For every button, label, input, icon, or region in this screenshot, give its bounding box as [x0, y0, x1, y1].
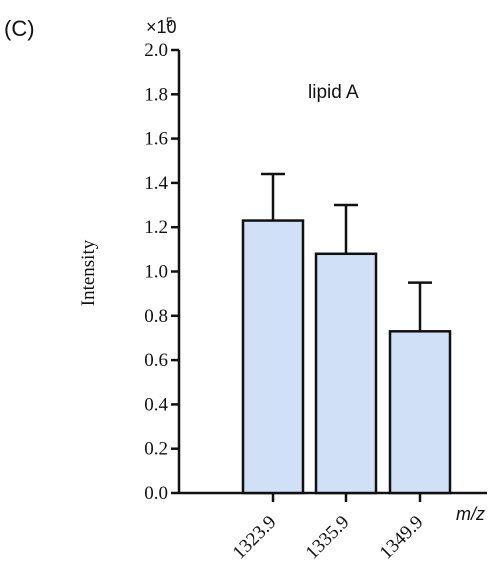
plot-area: 0.0 0.2 0.4 0.6 0.8 1.0 1.2 1.4 1.6 1.8 2.0 1323.9 1… — [144, 40, 487, 563]
y-axis-label: Intensity — [78, 239, 99, 306]
y-tick-label: 2.0 — [144, 40, 168, 61]
x-axis-label: m/z — [456, 504, 485, 524]
y-tick-label: 0.2 — [144, 439, 168, 460]
multiplier-label: ×10 — [146, 17, 177, 37]
y-tick-label: 0.6 — [144, 350, 168, 371]
y-tick-label: 1.6 — [144, 129, 168, 150]
chart-title: lipid A — [308, 82, 359, 103]
y-tick-label: 0.8 — [144, 306, 168, 327]
x-tick-label: 1335.9 — [302, 512, 354, 564]
bar — [314, 252, 378, 495]
y-tick-label: 1.0 — [144, 262, 168, 283]
x-tick-label: 1323.9 — [229, 512, 281, 564]
panel-label: (C) — [4, 16, 35, 41]
y-tick-label: 1.2 — [144, 217, 168, 238]
y-tick-label: 0.0 — [144, 483, 168, 504]
multiplier-exponent: 5 — [166, 15, 173, 29]
bar — [388, 330, 452, 495]
bar — [241, 219, 305, 495]
x-tick-label: 1349.9 — [376, 512, 428, 564]
y-tick-label: 0.4 — [144, 394, 168, 415]
y-tick-label: 1.4 — [144, 173, 168, 194]
y-tick-label: 1.8 — [144, 84, 168, 105]
